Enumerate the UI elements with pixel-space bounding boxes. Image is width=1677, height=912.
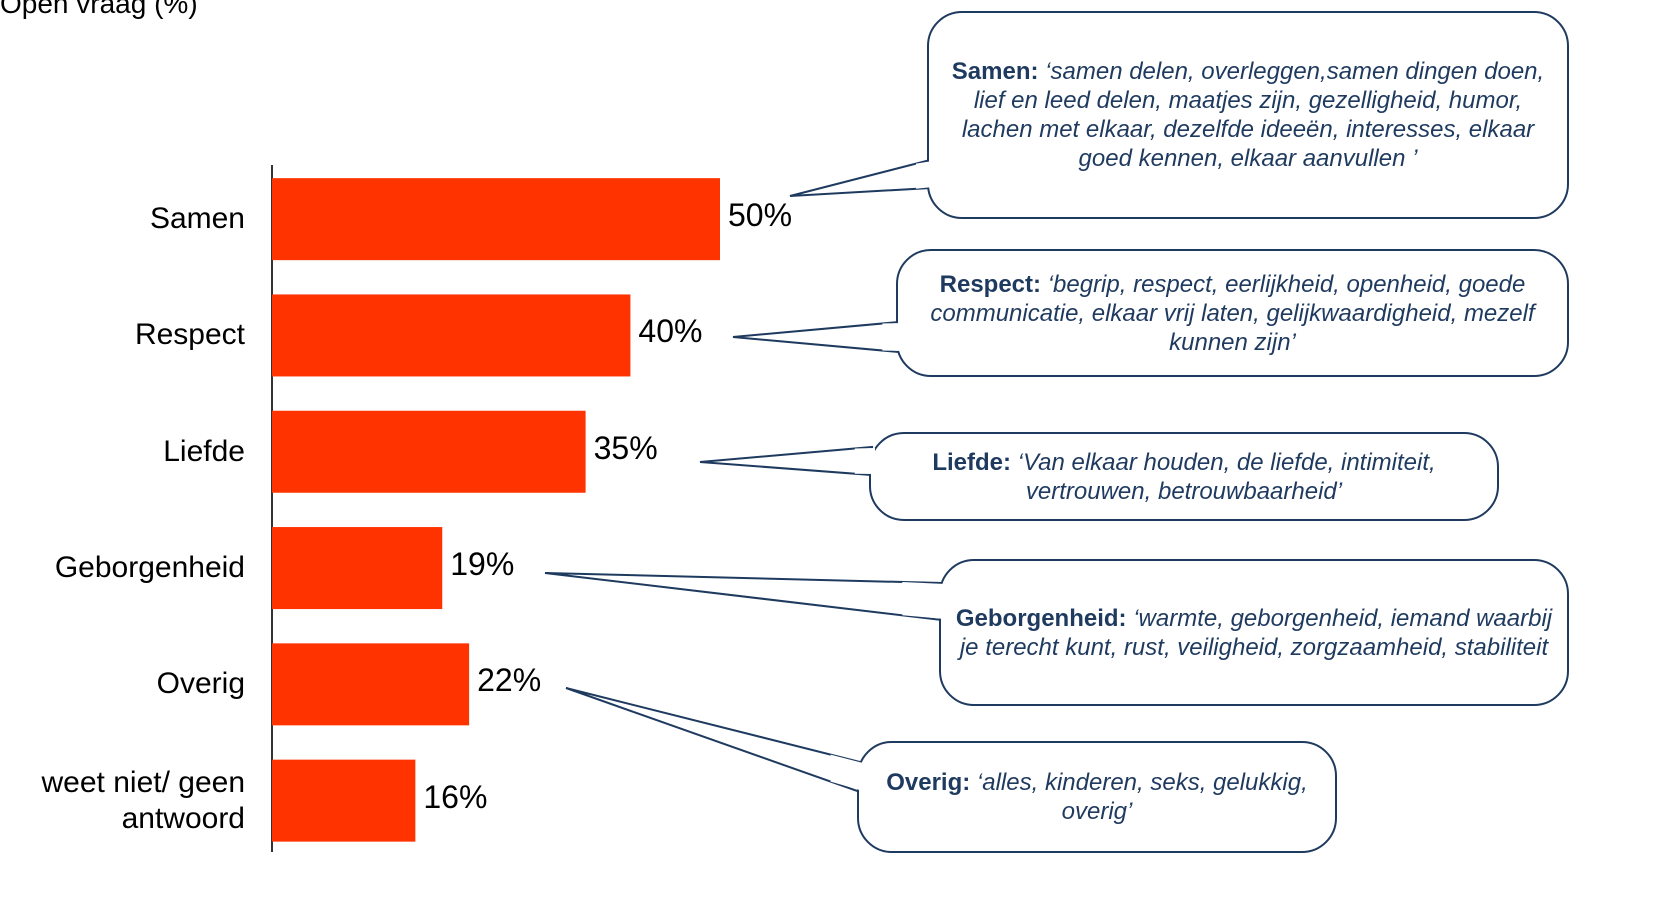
value-label: 50% <box>728 197 793 234</box>
callout-label: Geborgenheid: <box>955 604 1127 632</box>
value-label: 16% <box>423 778 488 815</box>
category-label: Respect <box>134 318 245 352</box>
callout-text: Geborgenheid: ‘warmte, geborgenheid, iem… <box>954 604 1554 662</box>
category-label: Samen <box>149 202 245 236</box>
value-label: 40% <box>638 313 703 350</box>
bar <box>272 527 443 610</box>
value-label: 35% <box>593 429 658 466</box>
value-label: 19% <box>450 546 515 583</box>
bar <box>272 643 470 726</box>
category-label: weet niet/ geen antwoord <box>41 765 245 835</box>
callout-pointer <box>544 572 943 622</box>
bar <box>272 178 720 261</box>
bar <box>272 410 586 493</box>
callout-join <box>882 323 902 351</box>
callout-box <box>927 11 1569 219</box>
callout-text: Liefde: ‘Van elkaar houden, de liefde, i… <box>884 448 1484 506</box>
callout-pointer <box>565 687 861 794</box>
chart-title: Open vraag (%) <box>0 0 198 19</box>
category-label: Liefde <box>163 434 245 468</box>
callout-label: Overig: <box>886 769 971 796</box>
callout-text: Overig: ‘alles, kinderen, seks, gelukkig… <box>872 768 1322 826</box>
callout-body: ‘Van elkaar houden, de liefde, intimitei… <box>1017 448 1436 505</box>
callout-label: Respect: <box>939 270 1042 298</box>
callout: Respect: ‘begrip, respect, eerlijkheid, … <box>897 250 1568 376</box>
callout: Liefde: ‘Van elkaar houden, de liefde, i… <box>870 433 1498 520</box>
callout-body: ‘warmte, geborgenheid, iemand waarbij je… <box>959 604 1553 661</box>
callout-pointer <box>732 320 900 354</box>
callout-join <box>902 582 945 619</box>
value-label: 22% <box>477 662 542 699</box>
callout-box <box>939 559 1569 706</box>
callout-text: Samen: ‘samen delen, overleggen,samen di… <box>942 57 1554 173</box>
callout-pointer <box>699 445 873 477</box>
callout-body: ‘alles, kinderen, seks, gelukkig, overig… <box>976 769 1308 825</box>
category-label: Geborgenheid <box>54 551 245 585</box>
callout-box <box>857 741 1337 853</box>
callout: Samen: ‘samen delen, overleggen,samen di… <box>928 12 1568 218</box>
callout-join <box>916 161 933 189</box>
callout-label: Liefde: <box>932 448 1011 476</box>
callout-text: Respect: ‘begrip, respect, eerlijkheid, … <box>911 270 1554 357</box>
callout-box <box>869 432 1499 521</box>
callout-join <box>830 754 863 791</box>
callout-join <box>854 448 875 474</box>
callout: Overig: ‘alles, kinderen, seks, gelukkig… <box>858 742 1336 852</box>
bar <box>272 759 416 842</box>
category-label: Overig <box>156 667 245 701</box>
callout: Geborgenheid: ‘warmte, geborgenheid, iem… <box>940 560 1568 705</box>
callout-label: Samen: <box>951 58 1039 85</box>
callout-body: ‘samen delen, overleggen,samen dingen do… <box>961 58 1545 172</box>
callout-pointer <box>789 158 931 197</box>
callout-box <box>896 249 1569 377</box>
bar <box>272 294 631 377</box>
callout-body: ‘begrip, respect, eerlijkheid, openheid,… <box>930 270 1535 356</box>
